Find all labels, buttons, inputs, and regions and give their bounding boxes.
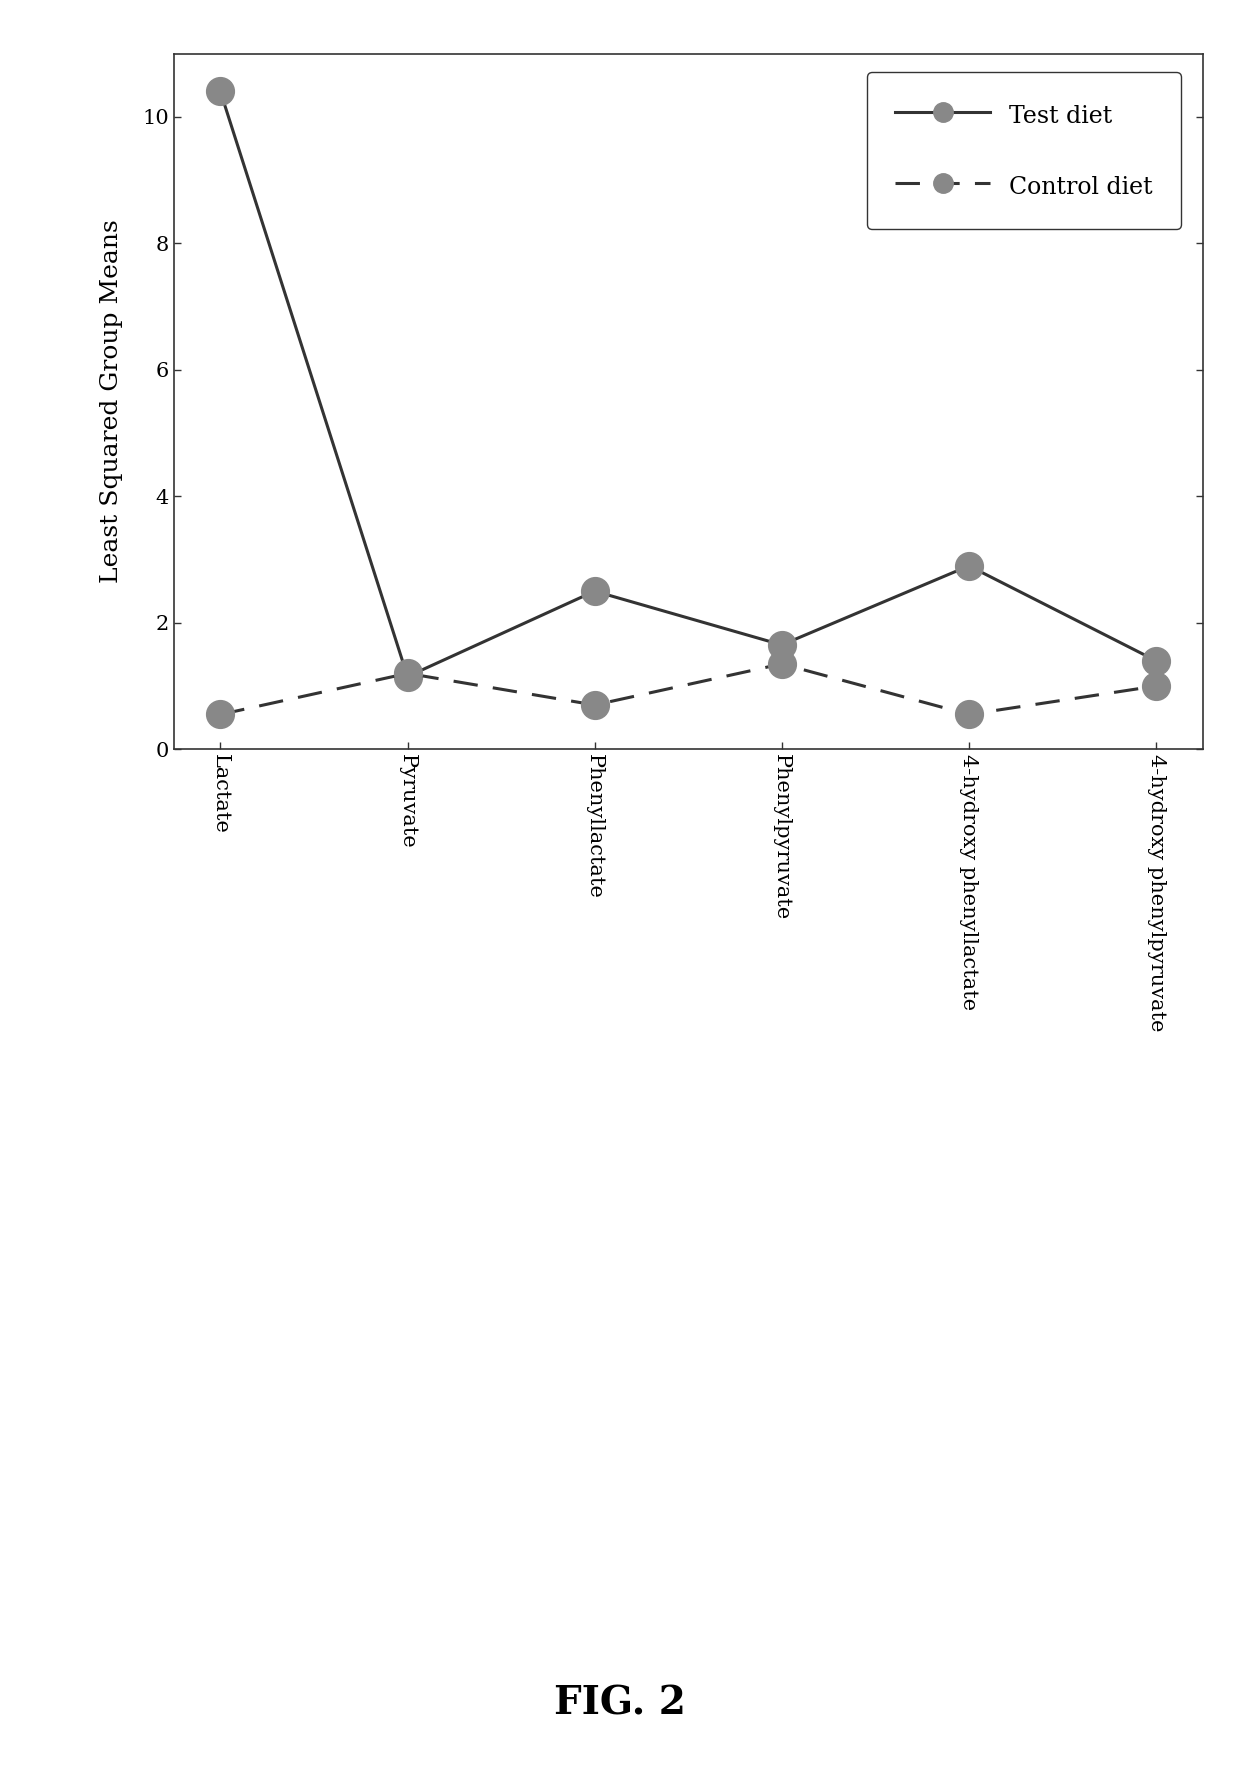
Legend: Test diet, Control diet: Test diet, Control diet bbox=[867, 73, 1180, 228]
Text: FIG. 2: FIG. 2 bbox=[554, 1684, 686, 1723]
Y-axis label: Least Squared Group Means: Least Squared Group Means bbox=[99, 219, 123, 583]
Test diet bbox=[213, 80, 228, 102]
Control diet bbox=[774, 653, 789, 674]
Control diet bbox=[1148, 676, 1163, 698]
Test diet bbox=[401, 665, 415, 687]
Line: Control diet: Control diet bbox=[207, 649, 1169, 728]
Line: Test diet: Test diet bbox=[207, 77, 1169, 690]
Control diet bbox=[401, 662, 415, 683]
Test diet bbox=[588, 580, 603, 601]
Control diet bbox=[961, 703, 976, 724]
Test diet bbox=[1148, 649, 1163, 671]
Control diet bbox=[213, 703, 228, 724]
Control diet bbox=[588, 694, 603, 715]
Test diet bbox=[774, 633, 789, 655]
Test diet bbox=[961, 555, 976, 576]
